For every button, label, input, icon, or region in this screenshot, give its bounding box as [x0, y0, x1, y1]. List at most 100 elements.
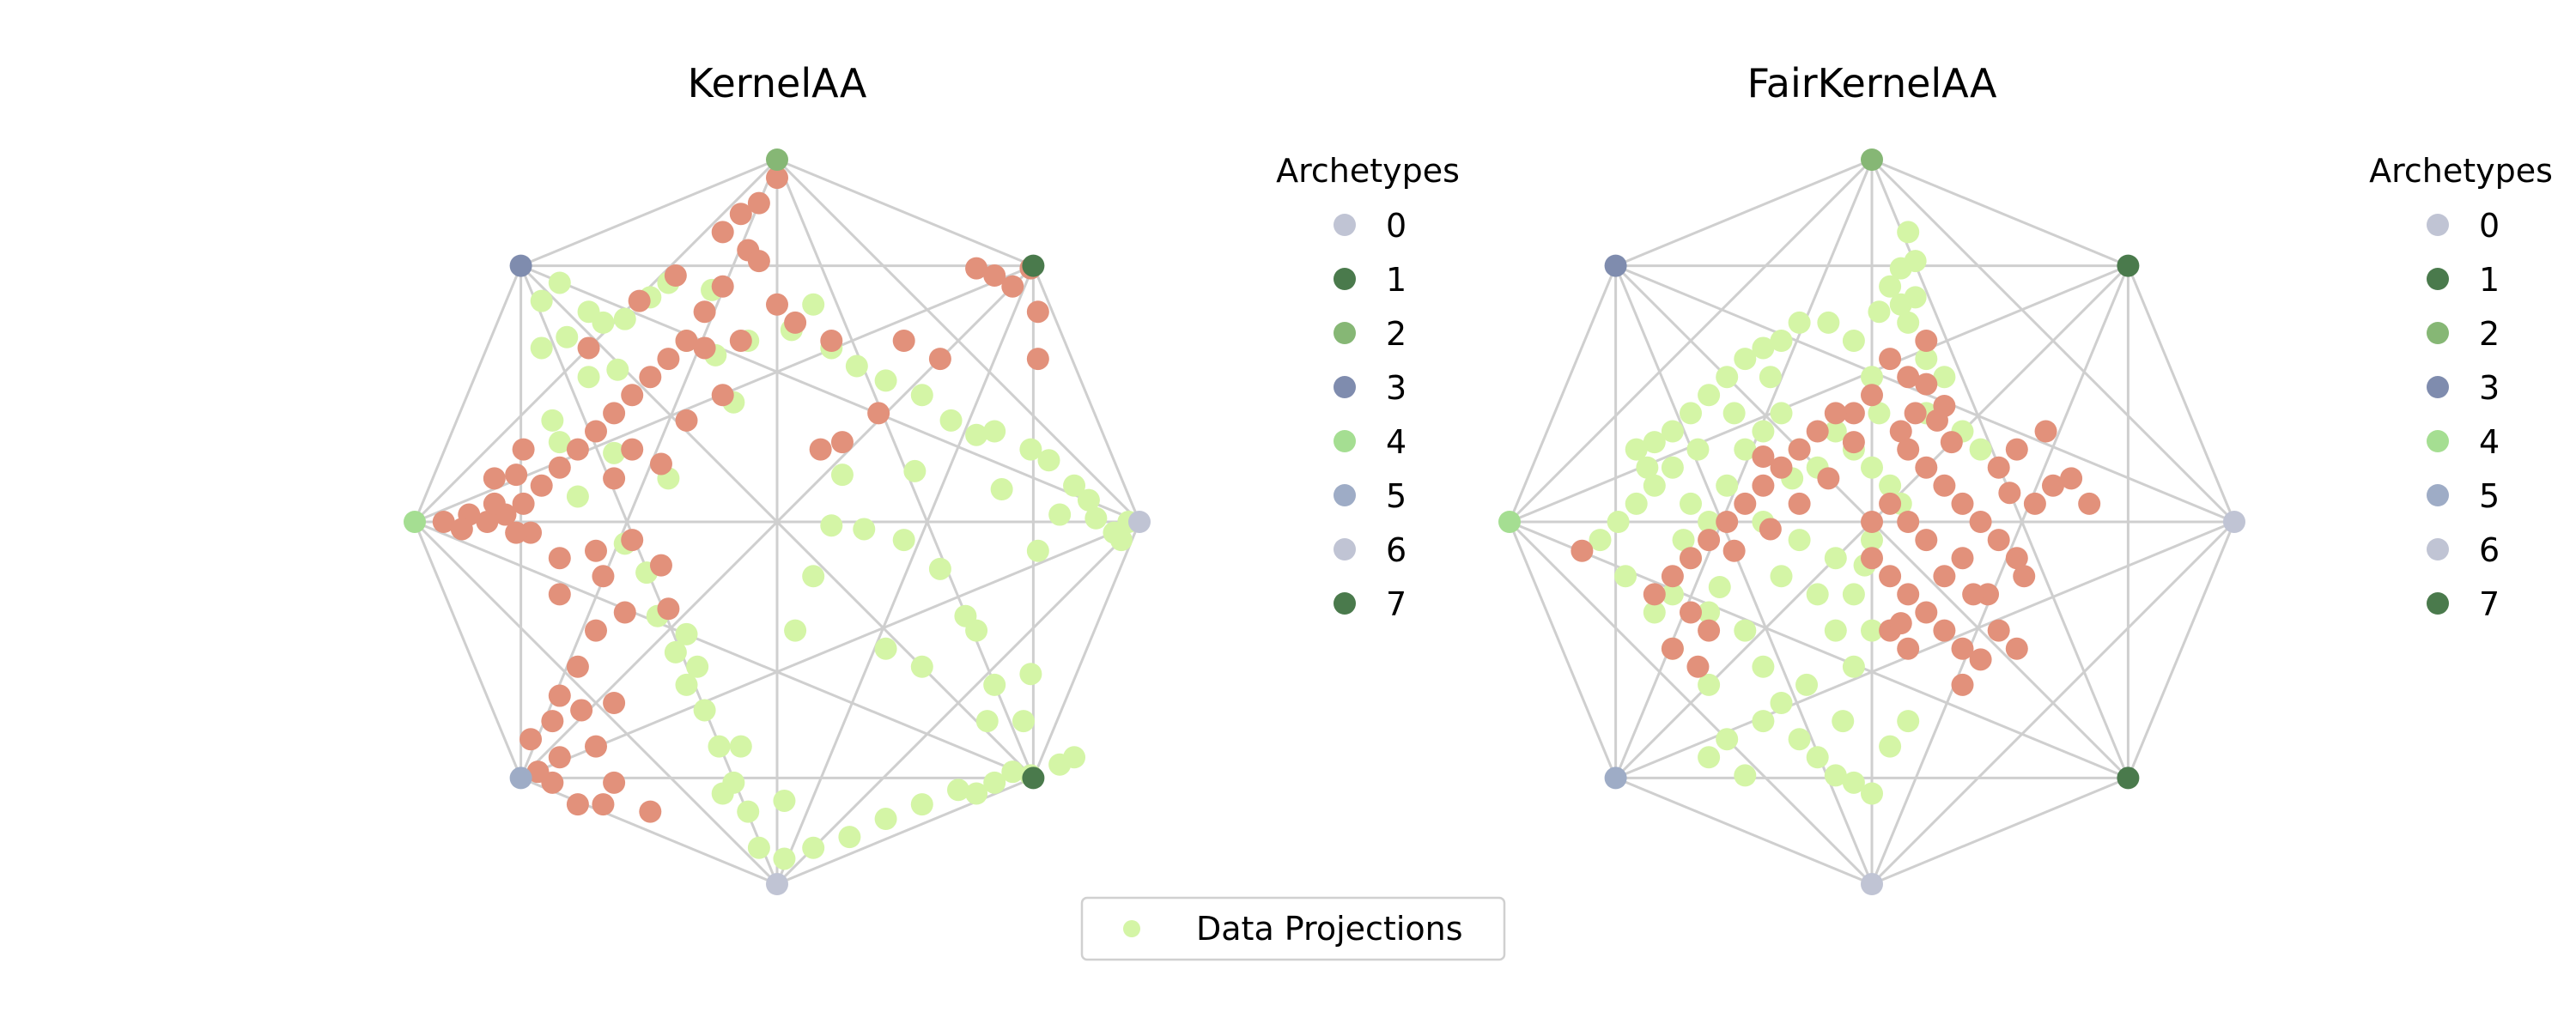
data-projections-legend-frame — [1080, 896, 1506, 961]
data-point — [1571, 539, 1594, 562]
data-point — [541, 409, 564, 432]
data-point — [1879, 474, 1902, 497]
data-point — [1001, 760, 1024, 784]
data-point — [657, 597, 680, 621]
data-point — [975, 710, 999, 733]
data-point — [773, 789, 796, 812]
legend-label-5: 5 — [1386, 477, 1406, 515]
data-point — [1868, 300, 1891, 324]
data-point — [773, 847, 796, 870]
kernelaa-archetype-markers — [404, 148, 1151, 895]
data-point — [1643, 583, 1666, 606]
data-point — [675, 673, 698, 696]
data-point — [505, 521, 528, 544]
data-point — [711, 384, 734, 407]
data-point — [566, 438, 589, 461]
data-point — [965, 782, 988, 805]
data-point — [1915, 456, 1938, 479]
data-point — [512, 438, 535, 461]
data-point — [566, 793, 589, 816]
fairkernelaa-archetype-legend: Archetypes 0 1 2 3 4 5 6 7 — [2369, 152, 2553, 623]
grid-edge — [520, 520, 1140, 779]
data-point — [729, 735, 752, 758]
data-point — [1788, 311, 1811, 334]
data-point — [1842, 330, 1865, 352]
archetype-0-marker — [2223, 511, 2245, 533]
data-point — [592, 793, 615, 816]
data-point — [1716, 366, 1739, 389]
data-point — [1861, 384, 1883, 407]
legend-marker-7 — [1334, 592, 1356, 615]
data-point — [1987, 529, 2010, 552]
data-point — [802, 293, 825, 316]
data-point — [983, 673, 1006, 696]
data-point — [1824, 420, 1847, 443]
data-point — [1722, 539, 1746, 562]
data-point — [903, 459, 927, 482]
data-point — [1962, 583, 1985, 606]
data-point — [693, 336, 716, 360]
legend-label-6: 6 — [1386, 531, 1406, 569]
legend-marker-2 — [1334, 322, 1356, 344]
data-point — [2005, 547, 2028, 570]
legend-marker-1 — [1334, 268, 1356, 290]
data-point — [1716, 511, 1739, 533]
data-point — [1752, 445, 1775, 469]
grid-edge — [1032, 521, 1141, 779]
data-point — [2013, 565, 2036, 588]
data-point — [686, 655, 709, 678]
grid-edge — [2127, 521, 2236, 779]
data-point — [483, 492, 506, 515]
data-point — [1607, 511, 1630, 533]
data-point — [1879, 565, 1902, 588]
data-point — [928, 557, 951, 580]
data-point — [1770, 456, 1793, 479]
data-point — [947, 779, 969, 802]
data-point — [530, 474, 553, 497]
archetype-3-marker — [509, 254, 532, 277]
data-point — [1643, 431, 1666, 454]
data-point — [1861, 529, 1883, 552]
data-point — [1806, 746, 1829, 769]
data-point — [1788, 529, 1811, 552]
data-point — [1680, 492, 1702, 515]
data-point — [1661, 420, 1684, 443]
data-point — [1987, 456, 2010, 479]
data-point — [566, 655, 589, 678]
data-point — [983, 771, 1006, 794]
data-point — [853, 518, 876, 541]
data-point — [1842, 655, 1865, 678]
data-point — [649, 452, 672, 476]
data-point — [1019, 663, 1042, 686]
grid-edge — [519, 264, 1035, 779]
data-point — [1788, 438, 1811, 461]
data-point — [1661, 456, 1684, 479]
legend-label-1: 1 — [1386, 261, 1406, 299]
data-point — [1897, 511, 1920, 533]
data-point — [1925, 409, 1948, 432]
data-point — [606, 358, 629, 381]
data-point — [1109, 529, 1133, 552]
legend-label-3: 3 — [2479, 369, 2500, 407]
data-point — [1614, 565, 1637, 588]
data-point — [639, 366, 662, 389]
legend-marker-4 — [1334, 430, 1356, 452]
grid-edge — [1509, 264, 2129, 524]
data-point — [1940, 431, 1963, 454]
data-point — [639, 800, 662, 823]
data-point — [603, 771, 626, 794]
data-point — [530, 289, 553, 312]
data-point — [747, 836, 770, 859]
data-point — [1680, 601, 1702, 624]
data-point — [892, 330, 915, 352]
data-point — [1722, 402, 1746, 425]
data-point — [1861, 782, 1883, 805]
legend-label-4: 4 — [2479, 423, 2500, 461]
data-point — [1589, 529, 1612, 552]
grid-edge — [1871, 777, 2129, 886]
data-point — [1686, 438, 1710, 461]
data-point — [1716, 474, 1739, 497]
data-point — [1680, 402, 1702, 425]
data-point — [570, 699, 593, 722]
archetype-5-marker — [1604, 766, 1627, 790]
